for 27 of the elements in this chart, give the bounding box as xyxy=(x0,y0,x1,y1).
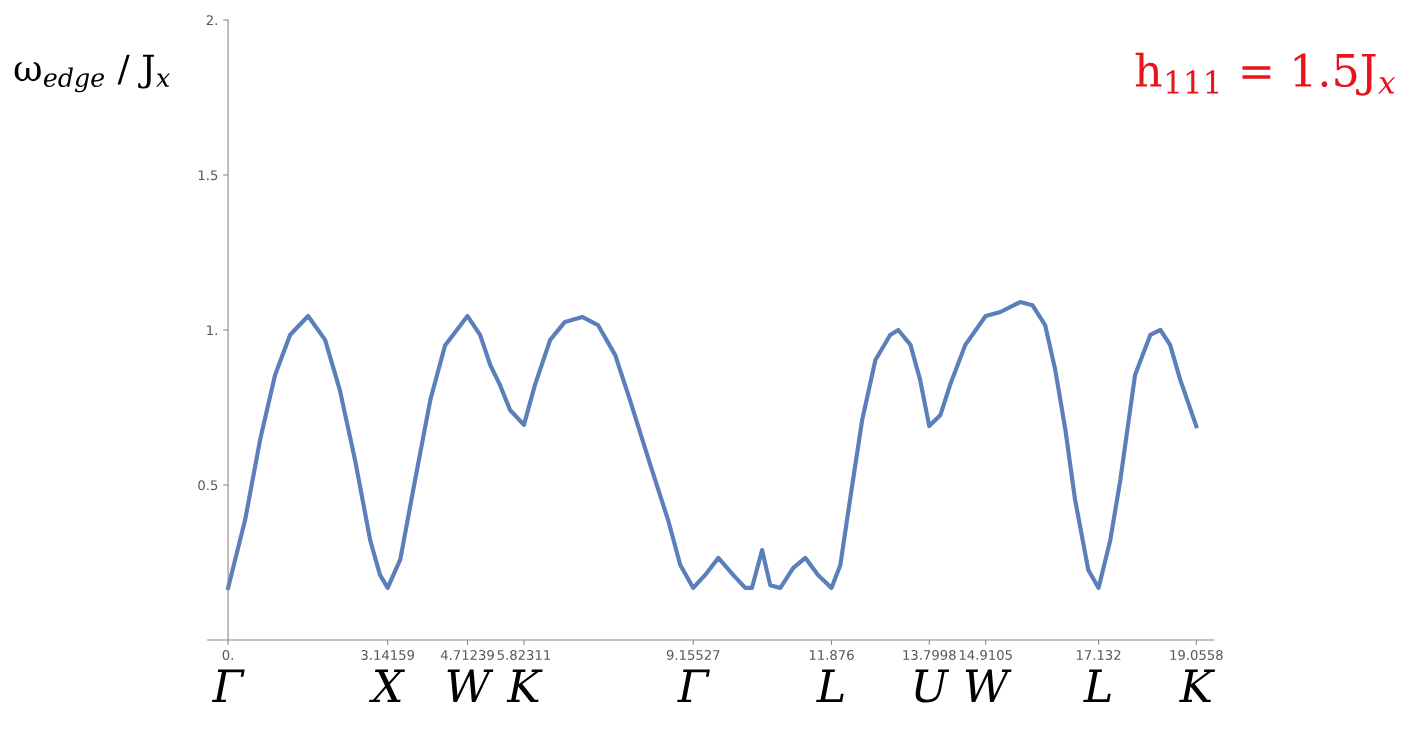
x-tick-label: 9.15527 xyxy=(666,649,720,660)
x-tick-label: 14.9105 xyxy=(959,649,1012,660)
x-tick-label: 19.0558 xyxy=(1170,649,1223,660)
text: K xyxy=(506,669,543,702)
y-axis-title: ω$_{edge}$ / J$_{x}$ xyxy=(14,54,170,93)
text: K xyxy=(1179,669,1216,702)
text: W xyxy=(447,669,494,702)
x-tick-label: 13.7998 xyxy=(903,649,956,660)
text: W xyxy=(965,669,1012,702)
line-series xyxy=(225,300,1199,591)
text: L xyxy=(816,669,844,702)
x-tick-label: 4.71239 xyxy=(440,649,494,660)
text: U xyxy=(915,669,950,703)
y-tick-label: 1.5 xyxy=(198,170,218,181)
text: L xyxy=(1083,669,1111,702)
text: X xyxy=(369,669,405,702)
text: Γ xyxy=(211,669,245,702)
text: Γ xyxy=(677,669,710,702)
x-tick-label: 5.82311 xyxy=(497,649,551,660)
x-tick-label: 0. xyxy=(222,649,233,660)
x-tick-label: 17.132 xyxy=(1076,649,1121,660)
y-tick-label: 2. xyxy=(206,15,217,25)
y-tick-label: 0.5 xyxy=(198,480,218,491)
x-tick-label: 11.876 xyxy=(809,649,854,660)
y-tick-label: 1. xyxy=(207,325,217,335)
text: h$_{111}$ = 1.5J$_{x}$ xyxy=(1135,52,1396,96)
x-tick-label: 3.14159 xyxy=(361,649,415,660)
